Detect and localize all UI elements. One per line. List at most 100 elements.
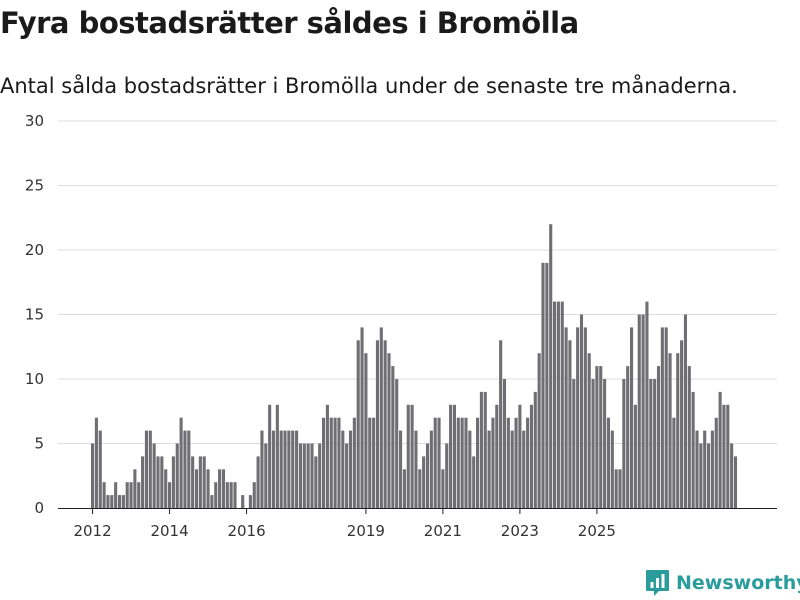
- x-tick-label: 2023: [501, 522, 539, 540]
- x-tick-label: 2025: [578, 522, 616, 540]
- bar: [218, 469, 222, 508]
- bar: [668, 353, 672, 508]
- x-tick-label: 2019: [347, 522, 385, 540]
- bar: [560, 301, 564, 508]
- bar: [368, 417, 372, 508]
- bar: [406, 404, 410, 508]
- bar: [202, 456, 206, 508]
- bar: [714, 417, 718, 508]
- bar: [114, 482, 118, 508]
- bar: [310, 443, 314, 508]
- bar: [133, 469, 137, 508]
- bar: [491, 417, 495, 508]
- bar: [464, 417, 468, 508]
- bar: [148, 430, 152, 508]
- bar: [476, 417, 480, 508]
- bar: [479, 391, 483, 508]
- bar: [733, 456, 738, 508]
- bar: [626, 366, 630, 508]
- bar: [710, 430, 714, 508]
- bar: [383, 340, 387, 508]
- x-tick-label: 2014: [150, 522, 188, 540]
- bar: [429, 430, 433, 508]
- bar: [179, 417, 183, 508]
- bar: [533, 391, 537, 508]
- bar: [391, 366, 395, 508]
- bar: [418, 469, 422, 508]
- bar: [164, 469, 168, 508]
- bar: [676, 353, 680, 508]
- x-tick-label: 2012: [73, 522, 111, 540]
- y-tick-label: 20: [25, 241, 44, 259]
- bar: [260, 430, 264, 508]
- bar: [449, 404, 453, 508]
- bar: [441, 469, 445, 508]
- bar: [722, 404, 726, 508]
- bar: [460, 417, 464, 508]
- bar: [102, 482, 106, 508]
- bar: [579, 314, 584, 508]
- bar: [633, 404, 637, 508]
- bar: [291, 430, 295, 508]
- bar: [152, 443, 156, 508]
- bar: [129, 482, 133, 508]
- brand-logo: Newsworthy: [645, 569, 800, 597]
- bar: [302, 443, 306, 508]
- bar: [549, 224, 553, 508]
- bar: [425, 443, 430, 508]
- bar: [306, 443, 310, 508]
- bar: [287, 430, 291, 508]
- bar: [618, 469, 622, 508]
- y-tick-label: 30: [25, 112, 44, 130]
- chart-subtitle: Antal sålda bostadsrätter i Bromölla und…: [0, 74, 738, 98]
- bar: [649, 379, 653, 508]
- bar: [125, 482, 129, 508]
- bar: [333, 417, 337, 508]
- x-axis: 2012 2014 2016 2019 2021 2023 2025: [58, 508, 777, 540]
- bar: [110, 495, 114, 508]
- y-tick-label: 0: [34, 499, 44, 517]
- bar: [117, 495, 122, 508]
- bar: [210, 495, 214, 508]
- bar: [98, 430, 102, 508]
- y-tick-label: 5: [34, 435, 44, 453]
- bar: [275, 404, 279, 508]
- bar: [610, 430, 614, 508]
- bar: [94, 417, 98, 508]
- bar: [233, 482, 237, 508]
- bars: [91, 224, 738, 508]
- bar: [468, 430, 472, 508]
- bar: [337, 417, 341, 508]
- bar: [121, 495, 125, 508]
- y-tick-label: 25: [25, 177, 44, 195]
- bar: [583, 327, 587, 508]
- bar: [514, 417, 518, 508]
- bar: [591, 379, 595, 508]
- bar: [564, 327, 568, 508]
- bar: [106, 495, 110, 508]
- bar: [356, 340, 360, 508]
- bar: [691, 391, 695, 508]
- bar: [271, 430, 276, 508]
- bar: [526, 417, 530, 508]
- bar: [641, 314, 645, 508]
- bar: [599, 366, 603, 508]
- bar: [537, 353, 541, 508]
- bar: [433, 417, 437, 508]
- bar: [137, 482, 141, 508]
- bar: [329, 417, 333, 508]
- bar: [252, 482, 256, 508]
- bar: [387, 353, 391, 508]
- bar: [556, 301, 560, 508]
- data-label: 4: [747, 0, 757, 4]
- bar: [168, 482, 172, 508]
- bar: [221, 469, 225, 508]
- newsworthy-logo-icon: [646, 570, 669, 596]
- bar: [264, 443, 268, 508]
- bar: [603, 379, 607, 508]
- bar: [175, 443, 179, 508]
- bar: [225, 482, 229, 508]
- bar: [171, 456, 175, 508]
- bar: [379, 327, 383, 508]
